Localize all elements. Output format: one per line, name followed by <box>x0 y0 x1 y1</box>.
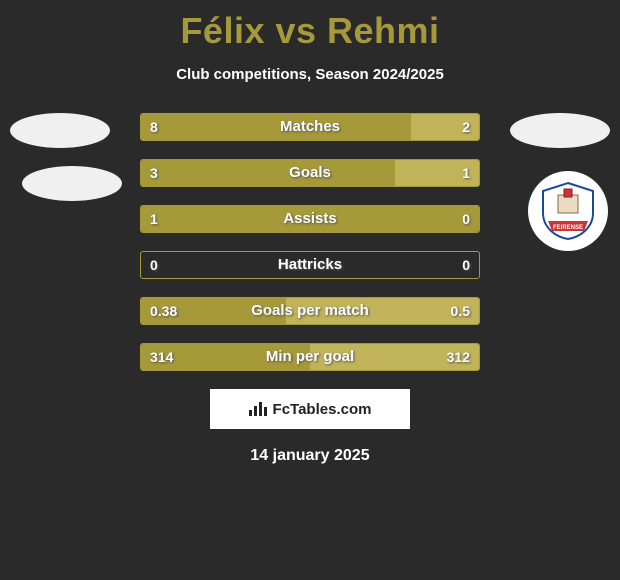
branding-text: FcTables.com <box>273 401 372 418</box>
stat-bar-left <box>141 206 479 232</box>
stat-row: Assists10 <box>140 205 480 233</box>
subtitle: Club competitions, Season 2024/2025 <box>0 66 620 83</box>
player-left-photo-1 <box>10 113 110 148</box>
chart-icon <box>249 402 267 416</box>
stat-value-left: 3 <box>150 159 158 187</box>
stat-row: Min per goal314312 <box>140 343 480 371</box>
stat-bar-track <box>140 113 480 141</box>
stat-value-right: 0 <box>462 205 470 233</box>
stat-row: Hattricks00 <box>140 251 480 279</box>
stat-value-left: 0 <box>150 251 158 279</box>
stat-value-left: 0.38 <box>150 297 177 325</box>
date-text: 14 january 2025 <box>0 447 620 465</box>
stat-bar-empty <box>141 252 479 278</box>
stat-row: Goals31 <box>140 159 480 187</box>
stat-value-left: 314 <box>150 343 173 371</box>
stat-bar-left <box>141 114 411 140</box>
club-left-logo <box>22 166 122 201</box>
stat-value-right: 0 <box>462 251 470 279</box>
stat-bar-track <box>140 159 480 187</box>
stat-value-right: 312 <box>447 343 470 371</box>
stat-row: Goals per match0.380.5 <box>140 297 480 325</box>
stat-bar-track <box>140 205 480 233</box>
stat-value-left: 1 <box>150 205 158 233</box>
stat-bar-left <box>141 160 395 186</box>
stat-value-right: 1 <box>462 159 470 187</box>
page-title: Félix vs Rehmi <box>0 0 620 52</box>
shield-icon: FEIRENSE <box>538 181 598 241</box>
stat-value-right: 0.5 <box>451 297 470 325</box>
svg-text:FEIRENSE: FEIRENSE <box>553 225 583 231</box>
stat-value-right: 2 <box>462 113 470 141</box>
stat-value-left: 8 <box>150 113 158 141</box>
club-right-logo: FEIRENSE <box>528 171 608 251</box>
stat-bar-track <box>140 251 480 279</box>
branding-badge[interactable]: FcTables.com <box>210 389 410 429</box>
stat-bar-track <box>140 297 480 325</box>
stat-row: Matches82 <box>140 113 480 141</box>
stat-bar-track <box>140 343 480 371</box>
player-right-photo <box>510 113 610 148</box>
stats-zone: FEIRENSE Matches82Goals31Assists10Hattri… <box>0 113 620 371</box>
